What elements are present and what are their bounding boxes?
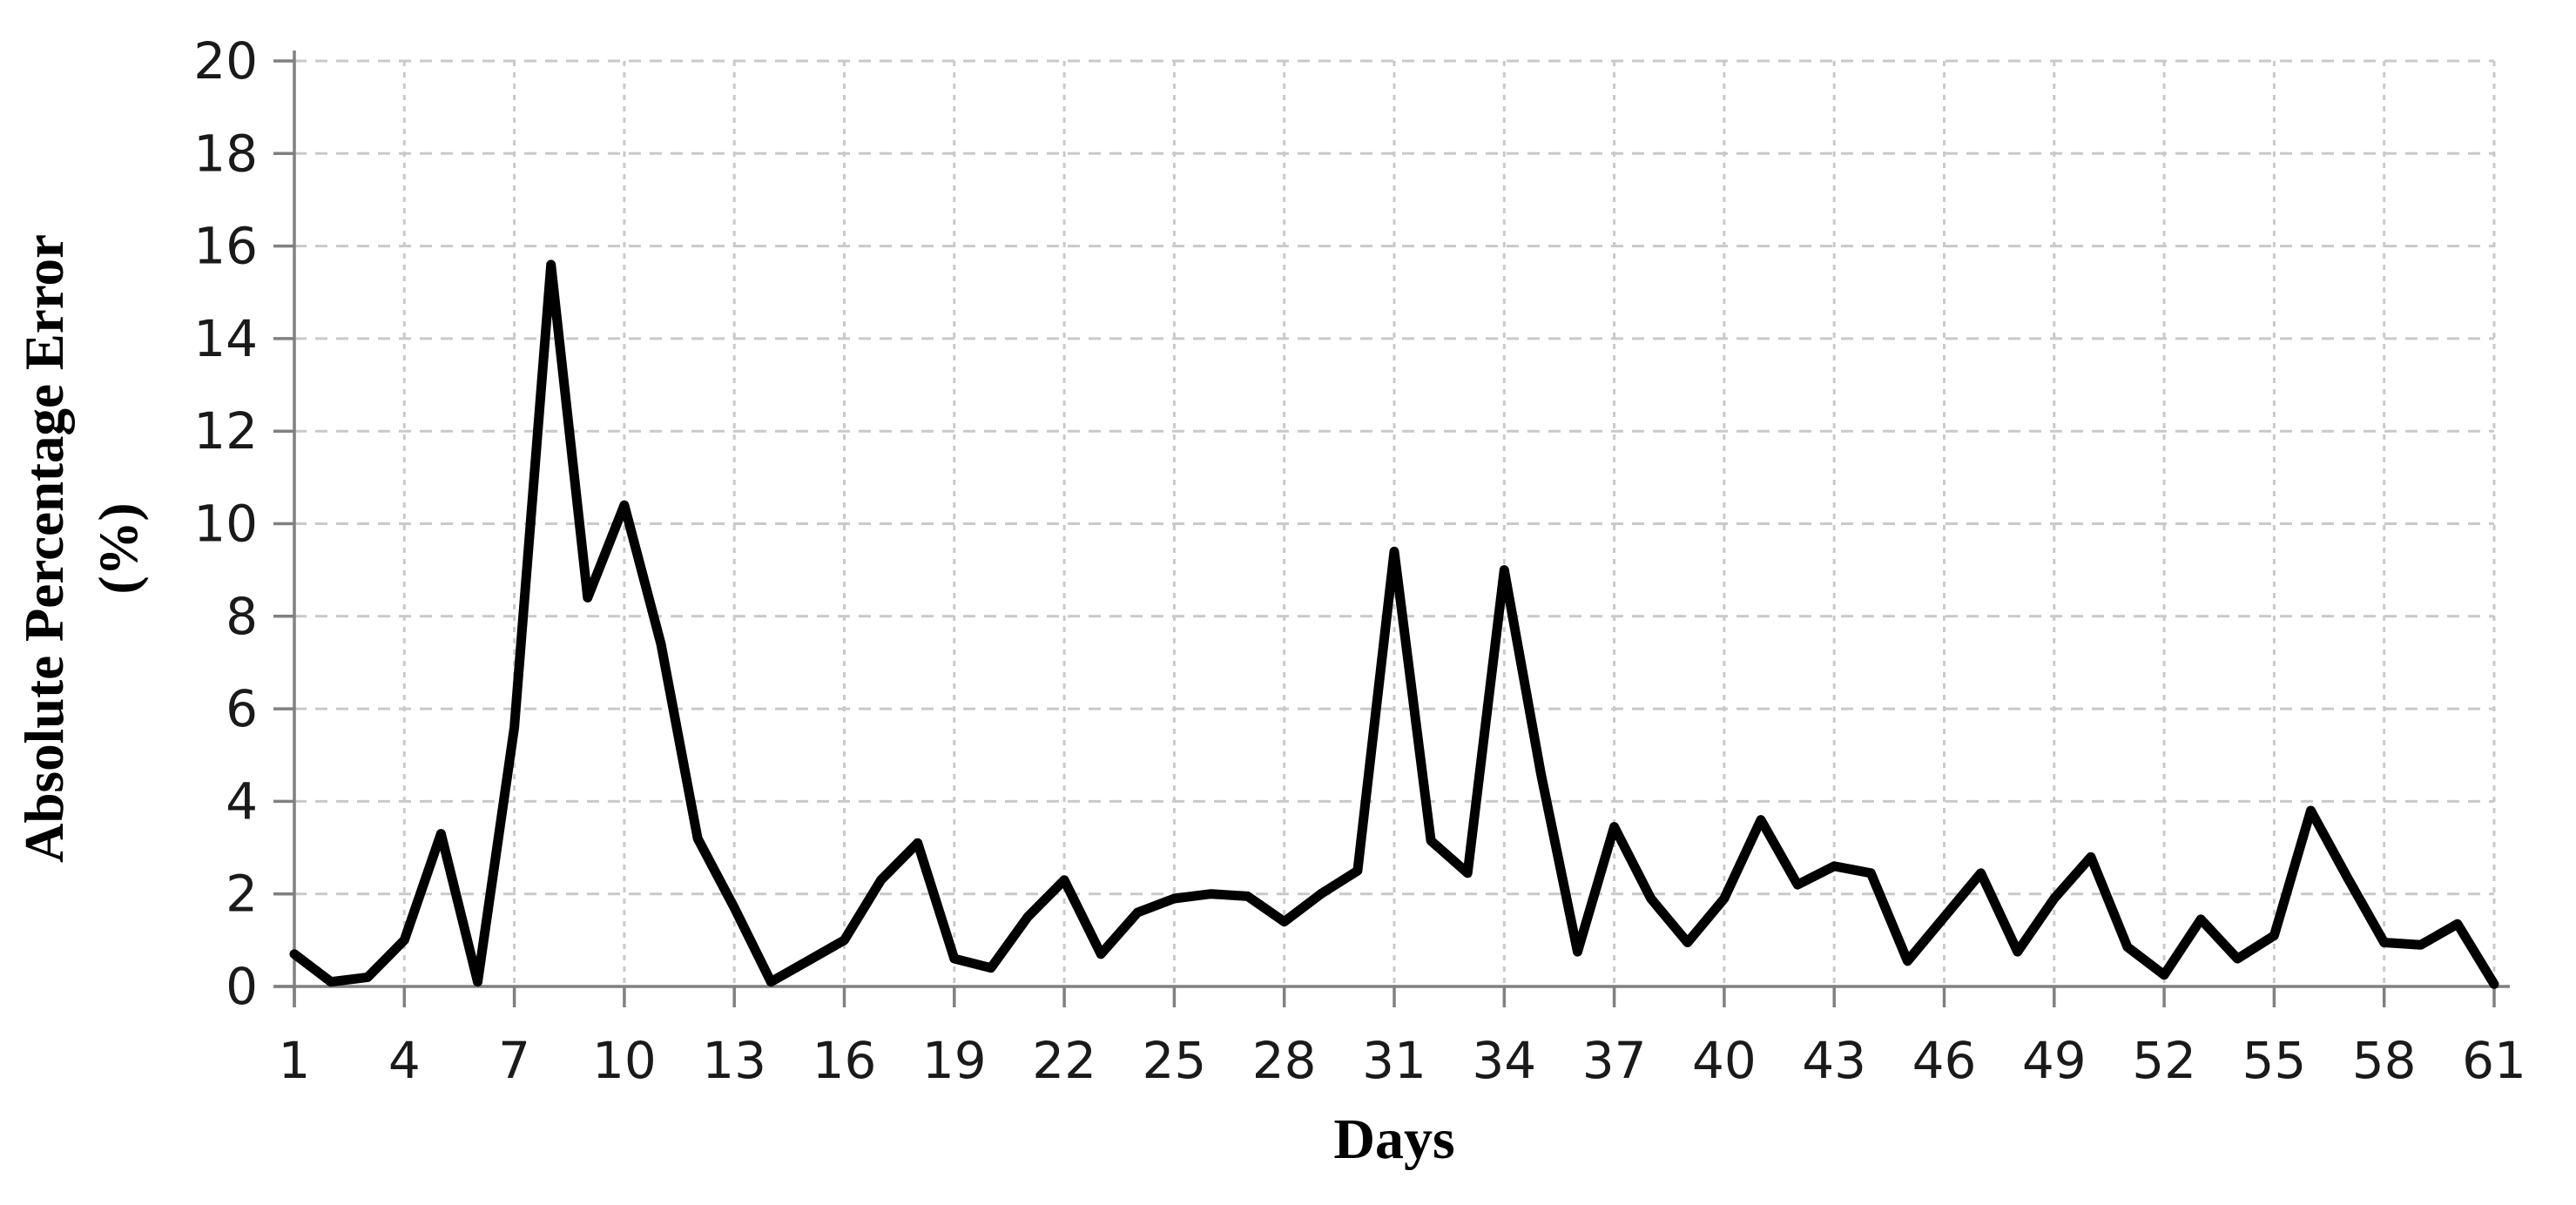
data-series [289, 259, 2499, 989]
x-tick-label: 58 [2352, 1031, 2417, 1090]
y-tick-label: 0 [226, 957, 258, 1016]
x-tick-label: 61 [2462, 1031, 2526, 1090]
y-tick-label: 8 [226, 587, 258, 646]
x-tick-label: 49 [2022, 1031, 2087, 1090]
x-tick-label: 4 [388, 1031, 421, 1090]
x-tick-label: 19 [922, 1031, 987, 1090]
vertical-gridlines [402, 61, 2496, 986]
x-tick-label: 7 [498, 1031, 530, 1090]
y-axis-title-line1: Absolute Percentage Error [14, 234, 75, 863]
y-tick-label: 16 [193, 217, 258, 276]
x-tick-label: 22 [1032, 1031, 1096, 1090]
x-tick-label: 52 [2132, 1031, 2196, 1090]
y-tick-label: 2 [226, 865, 258, 924]
x-tick-label: 16 [813, 1031, 877, 1090]
y-axis-title-line2: (%) [88, 503, 149, 595]
axes [273, 50, 2510, 1007]
horizontal-gridlines [294, 59, 2494, 896]
x-tick-label: 25 [1142, 1031, 1206, 1090]
x-tick-label: 28 [1252, 1031, 1317, 1090]
y-tick-label: 14 [193, 309, 258, 368]
tick-marks [273, 59, 2496, 1007]
x-tick-label: 10 [592, 1031, 657, 1090]
y-tick-label: 10 [193, 495, 258, 554]
y-tick-label: 18 [193, 124, 258, 183]
y-tick-label: 12 [193, 401, 258, 461]
y-tick-label: 6 [226, 679, 258, 738]
x-tick-label: 1 [279, 1031, 311, 1090]
y-tick-label: 4 [226, 771, 258, 831]
x-tick-label: 31 [1362, 1031, 1426, 1090]
x-tick-label: 34 [1472, 1031, 1536, 1090]
series-line [289, 259, 2499, 989]
y-tick-label: 20 [193, 31, 258, 91]
x-tick-label: 43 [1802, 1031, 1866, 1090]
x-tick-label: 55 [2242, 1031, 2306, 1090]
x-tick-label: 13 [702, 1031, 766, 1090]
x-tick-label: 46 [1912, 1031, 1977, 1090]
x-axis-title: Days [1333, 1107, 1454, 1171]
x-tick-label: 37 [1582, 1031, 1647, 1090]
x-tick-label: 40 [1692, 1031, 1757, 1090]
